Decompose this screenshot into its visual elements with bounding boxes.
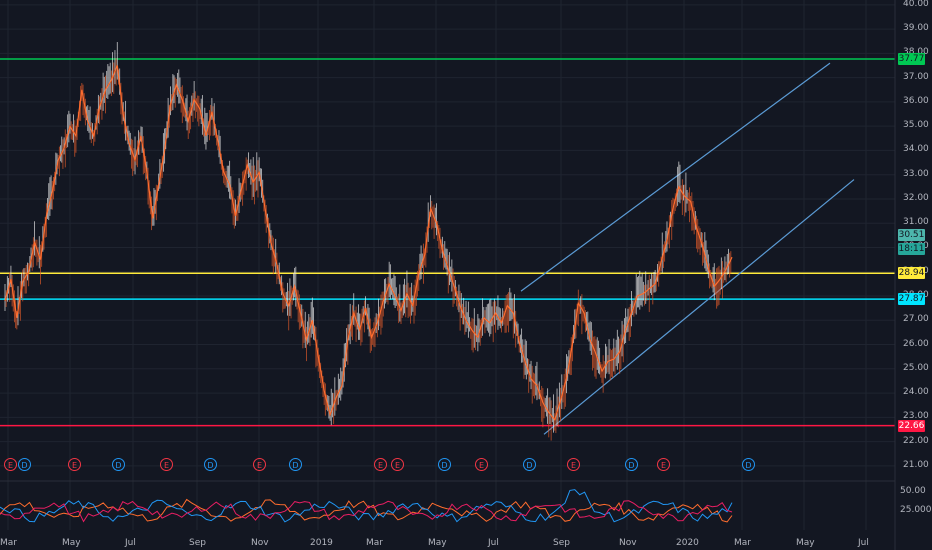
earnings-marker-icon[interactable]: E	[391, 458, 404, 471]
price-series-line	[4, 65, 733, 422]
earnings-marker-icon[interactable]: E	[567, 458, 580, 471]
time-axis-label: Sep	[189, 538, 206, 548]
time-axis-label: 2020	[676, 538, 699, 548]
price-axis-label: 33.00	[903, 168, 929, 179]
price-axis-label: 22.00	[903, 435, 929, 446]
oscillator-line	[0, 489, 733, 523]
earnings-marker-icon[interactable]: E	[68, 458, 81, 471]
price-tag: 18:11	[898, 242, 925, 255]
price-line	[4, 65, 733, 422]
earnings-marker-icon[interactable]: E	[657, 458, 670, 471]
time-axis-label: Mar	[366, 538, 383, 548]
earnings-marker-icon[interactable]: E	[160, 458, 173, 471]
dividend-marker-icon[interactable]: D	[625, 458, 638, 471]
time-axis-label: 2019	[310, 538, 333, 548]
price-axis-label: 27.00	[903, 314, 929, 325]
oscillator-pane	[0, 489, 733, 523]
time-axis-label: Jul	[858, 538, 869, 548]
time-axis-label: Nov	[251, 538, 269, 548]
chart-grid	[0, 0, 895, 530]
earnings-marker-icon[interactable]: E	[374, 458, 387, 471]
time-axis-label: May	[428, 538, 447, 548]
dividend-marker-icon[interactable]: D	[438, 458, 451, 471]
time-axis-label: Mar	[0, 538, 17, 548]
dividend-marker-icon[interactable]: D	[112, 458, 125, 471]
oscillator-line	[0, 500, 733, 523]
time-axis-label: May	[796, 538, 815, 548]
price-axis-label: 38.00	[903, 47, 929, 57]
price-axis-label: 34.00	[903, 144, 929, 155]
time-axis-label: May	[62, 538, 81, 548]
dividend-marker-icon[interactable]: D	[742, 458, 755, 471]
channel-line	[520, 62, 831, 292]
earnings-marker-icon[interactable]: E	[4, 458, 17, 471]
price-tag: 28.94	[898, 267, 925, 280]
price-axis-label: 31.00	[903, 217, 929, 228]
time-axis-label: Mar	[734, 538, 751, 548]
price-axis-label: 23.00	[903, 411, 929, 422]
earnings-marker-icon[interactable]: E	[475, 458, 488, 471]
time-axis-label: Nov	[619, 538, 637, 548]
dividend-marker-icon[interactable]: D	[18, 458, 31, 471]
price-tag: 37.77	[898, 52, 925, 65]
price-axis-label: 21.00	[903, 459, 929, 470]
trend-channel	[520, 62, 855, 435]
price-axis-label: 26.00	[903, 338, 929, 349]
price-tag: 30.51	[898, 229, 925, 242]
price-tag: 27.87	[898, 293, 925, 306]
oscillator-axis-label: 50.00	[900, 485, 926, 496]
time-axis-label: Jul	[125, 538, 136, 548]
price-axis-label: 24.00	[903, 387, 929, 398]
price-axis-label: 32.00	[903, 192, 929, 203]
oscillator-line	[0, 498, 733, 523]
channel-line	[543, 179, 855, 435]
dividend-marker-icon[interactable]: D	[523, 458, 536, 471]
price-axis-label: 40.00	[903, 0, 929, 9]
time-axis-label: Jul	[488, 538, 499, 548]
price-axis-label: 37.00	[903, 71, 929, 82]
dividend-marker-icon[interactable]: D	[289, 458, 302, 471]
earnings-marker-icon[interactable]: E	[253, 458, 266, 471]
price-axis-label: 36.00	[903, 95, 929, 106]
time-axis-label: Sep	[553, 538, 570, 548]
dividend-marker-icon[interactable]: D	[204, 458, 217, 471]
price-tag: 22.66	[898, 419, 925, 432]
oscillator-axis-label: 25.0000	[900, 504, 932, 515]
price-axis-label: 25.00	[903, 362, 929, 373]
price-axis-label: 35.00	[903, 120, 929, 131]
price-axis-label: 39.00	[903, 23, 929, 34]
